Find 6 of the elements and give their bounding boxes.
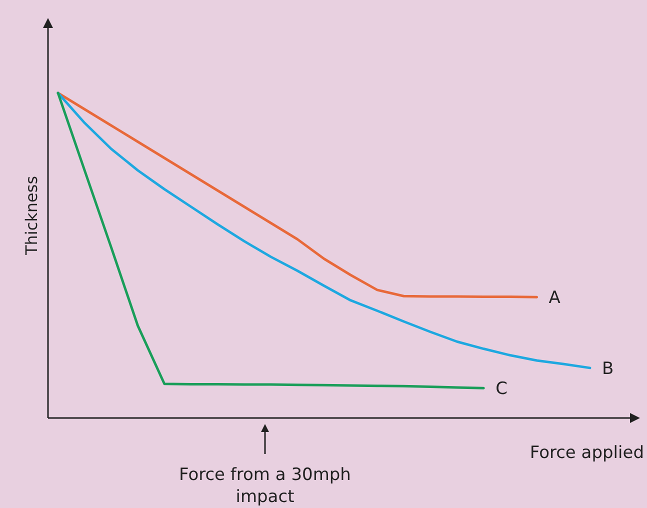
series-label: C (496, 379, 508, 400)
y-axis-title: Thickness (22, 176, 41, 256)
series-label: A (548, 288, 561, 308)
text: Force from a 30mph impact (179, 465, 351, 507)
x-axis-title: Force applied (530, 443, 644, 463)
series-label: B (602, 358, 614, 379)
